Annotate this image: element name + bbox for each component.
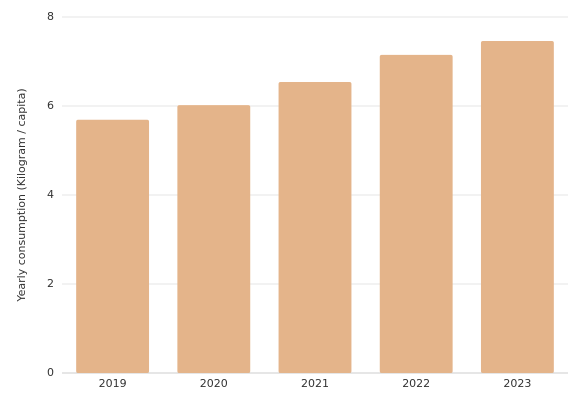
x-tick-label: 2022 bbox=[402, 377, 430, 390]
y-tick-label: 6 bbox=[47, 99, 54, 112]
x-tick-label: 2019 bbox=[99, 377, 127, 390]
bar bbox=[76, 119, 150, 373]
x-tick-label: 2023 bbox=[503, 377, 531, 390]
x-tick-label: 2021 bbox=[301, 377, 329, 390]
bar bbox=[480, 41, 554, 373]
y-tick-label: 4 bbox=[47, 188, 54, 201]
bar bbox=[177, 105, 251, 374]
bar bbox=[278, 81, 352, 373]
y-axis-label: Yearly consumption (Kilogram / capita) bbox=[15, 88, 28, 302]
y-tick-label: 2 bbox=[47, 277, 54, 290]
bar bbox=[379, 54, 453, 373]
x-tick-label: 2020 bbox=[200, 377, 228, 390]
y-tick-label: 8 bbox=[47, 10, 54, 23]
y-tick-label: 0 bbox=[47, 366, 54, 379]
